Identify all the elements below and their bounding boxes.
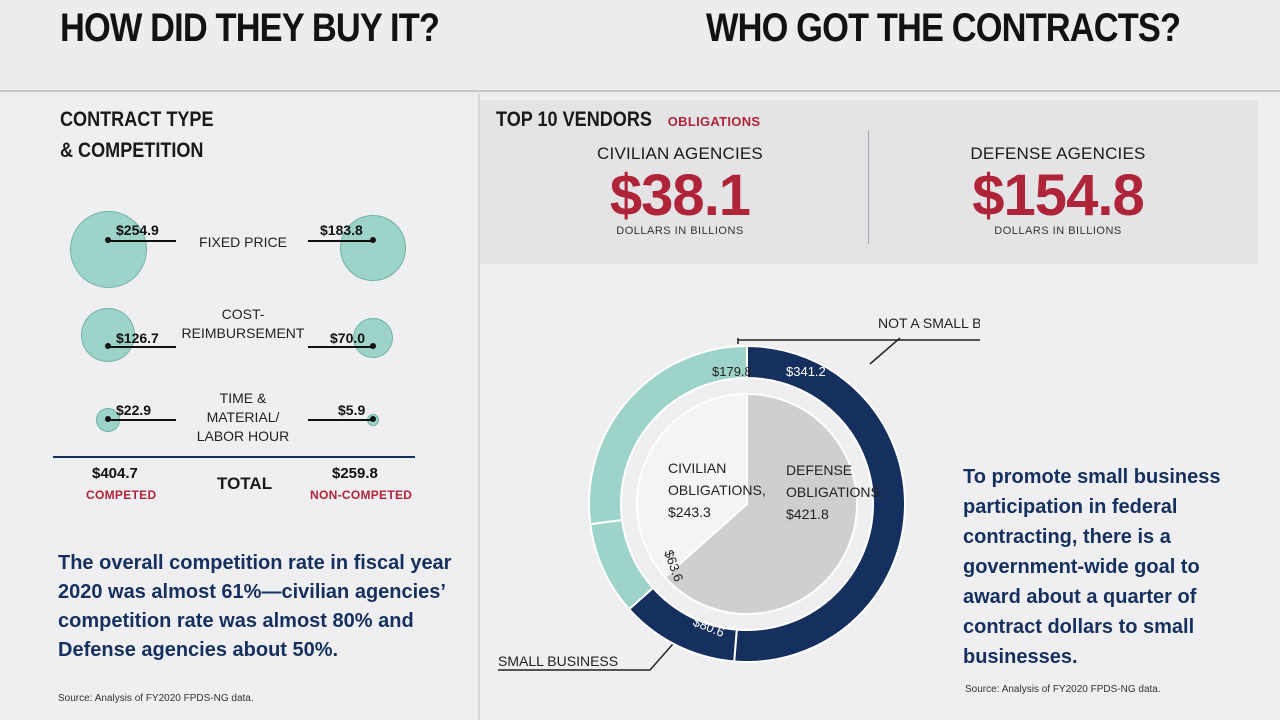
- center-dot: [370, 416, 376, 422]
- row-label-fixed-price: FIXED PRICE: [176, 233, 310, 252]
- row-label-line: FIXED PRICE: [199, 234, 287, 250]
- center-dot: [370, 343, 376, 349]
- center-dot: [370, 237, 376, 243]
- top-vendors-subtitle: OBLIGATIONS: [667, 114, 761, 129]
- value-label: $5.9: [338, 402, 366, 418]
- center-dot: [105, 416, 111, 422]
- right-source: Source: Analysis of FY2020 FPDS-NG data.: [965, 684, 1161, 695]
- value-label: $183.8: [320, 222, 363, 238]
- bubble-chart: $254.9 $183.8 FIXED PRICE $126.7 $70.0 C…: [0, 0, 478, 470]
- outer-slice-defense-not-small: [733, 344, 906, 663]
- bubble-competed-fixed-price: [70, 211, 147, 288]
- row-label-line: COST-: [221, 306, 265, 322]
- total-competed-value: $404.7: [92, 465, 138, 482]
- header-band: [0, 0, 1280, 92]
- leader-line: [108, 346, 176, 348]
- top-vendors-heading: TOP 10 VENDORS OBLIGATIONS: [496, 108, 760, 132]
- promo-line: participation in federal: [963, 496, 1178, 518]
- civilian-agencies-label: CIVILIAN AGENCIES: [597, 144, 763, 163]
- leader-line: [308, 346, 374, 348]
- left-title: HOW DID THEY BUY IT?: [60, 6, 440, 50]
- civilian-obligations-label-line1: CIVILIAN: [668, 460, 726, 476]
- total-noncompeted-caption: NON-COMPETED: [310, 488, 413, 502]
- bubble-noncompeted-fixed-price: [340, 215, 406, 281]
- top-vendors-title: TOP 10 VENDORS: [496, 108, 652, 131]
- callout-line-small: [498, 635, 681, 671]
- callout-not-small-business: NOT A SMALL BUSINESS: [878, 315, 980, 331]
- defense-agencies-label: DEFENSE AGENCIES: [970, 144, 1146, 163]
- defense-vendor-block: DEFENSE AGENCIES $154.8 DOLLARS IN BILLI…: [938, 144, 1178, 237]
- promo-line: contracting, there is a: [963, 526, 1171, 548]
- summary-line: The overall competition rate in fiscal y…: [58, 552, 452, 574]
- competition-summary: The overall competition rate in fiscal y…: [58, 549, 478, 665]
- callout-small-business: SMALL BUSINESS: [498, 653, 618, 669]
- row-label-line: TIME &: [219, 390, 267, 406]
- defense-obligations-value: $421.8: [786, 506, 829, 522]
- civilian-unit: DOLLARS IN BILLIONS: [616, 225, 744, 237]
- summary-line: 2020 was almost 61%—civilian agencies’: [58, 581, 446, 603]
- row-label-line: MATERIAL/: [206, 409, 280, 425]
- leader-line: [108, 419, 176, 421]
- callout-line-not-small: [738, 339, 980, 341]
- value-label: $70.0: [330, 330, 366, 346]
- row-label-cost-reimbursement: COST- REIMBURSEMENT: [176, 305, 310, 343]
- row-label-line: LABOR HOUR: [196, 428, 290, 444]
- left-source: Source: Analysis of FY2020 FPDS-NG data.: [58, 693, 254, 704]
- total-label: TOTAL: [217, 474, 273, 493]
- value-label: $126.7: [116, 330, 159, 346]
- inner-slice-civilian: [636, 392, 748, 579]
- defense-unit: DOLLARS IN BILLIONS: [994, 225, 1122, 237]
- top-vendors-box: [480, 100, 1258, 264]
- bubble-competed-cost-reimbursement: [81, 308, 135, 362]
- obligations-donut-chart: NOT A SMALL BUSINESS SMALL BUSINESS CIVI…: [498, 315, 980, 671]
- civilian-obligations-value: $243.3: [668, 504, 711, 520]
- contract-type-heading-line1: CONTRACT TYPE: [60, 108, 214, 131]
- civilian-vendor-block: CIVILIAN AGENCIES $38.1 DOLLARS IN BILLI…: [560, 144, 800, 237]
- value-label: $22.9: [116, 402, 152, 418]
- promo-line: businesses.: [963, 646, 1078, 668]
- summary-line: Defense agencies about 50%.: [58, 639, 339, 661]
- center-dot: [105, 237, 111, 243]
- defense-top10-value: $154.8: [972, 163, 1144, 228]
- promo-line: contract dollars to small: [963, 616, 1195, 638]
- outer-slice-civilian-not-small: [588, 344, 748, 526]
- civilian-top10-value: $38.1: [609, 163, 751, 228]
- panel-divider: [478, 94, 480, 720]
- vendor-divider: [868, 130, 869, 244]
- outer-civilian-large-label: $179.8: [712, 364, 752, 379]
- small-business-goal-text: To promote small business participation …: [963, 462, 1263, 672]
- leader-line: [308, 240, 374, 242]
- defense-obligations-label-line1: DEFENSE: [786, 462, 852, 478]
- center-dot: [105, 343, 111, 349]
- outer-defense-large-label: $341.2: [786, 364, 826, 379]
- civilian-obligations-label-line2: OBLIGATIONS,: [668, 482, 766, 498]
- total-rule: [53, 456, 415, 458]
- leader-line: [108, 240, 176, 242]
- promo-line: government-wide goal to: [963, 556, 1200, 578]
- promo-line: award about a quarter of: [963, 586, 1197, 608]
- defense-obligations-label-line2: OBLIGATIONS,: [786, 484, 884, 500]
- total-noncompeted-value: $259.8: [332, 465, 378, 482]
- total-competed-caption: COMPETED: [86, 488, 157, 502]
- row-label-line: REIMBURSEMENT: [181, 325, 305, 341]
- summary-line: competition rate was almost 80% and: [58, 610, 414, 632]
- callout-leader-not-small: [869, 337, 901, 365]
- left-panel: [0, 94, 478, 720]
- leader-line: [308, 419, 374, 421]
- contract-type-heading-line2: & COMPETITION: [60, 139, 204, 162]
- inner-slice-defense: [663, 392, 858, 615]
- row-label-time-material: TIME & MATERIAL/ LABOR HOUR: [176, 389, 310, 446]
- promo-line: To promote small business: [963, 466, 1221, 488]
- value-label: $254.9: [116, 222, 159, 238]
- bubble-noncompeted-cost-reimbursement: [353, 318, 393, 358]
- right-title: WHO GOT THE CONTRACTS?: [706, 6, 1181, 50]
